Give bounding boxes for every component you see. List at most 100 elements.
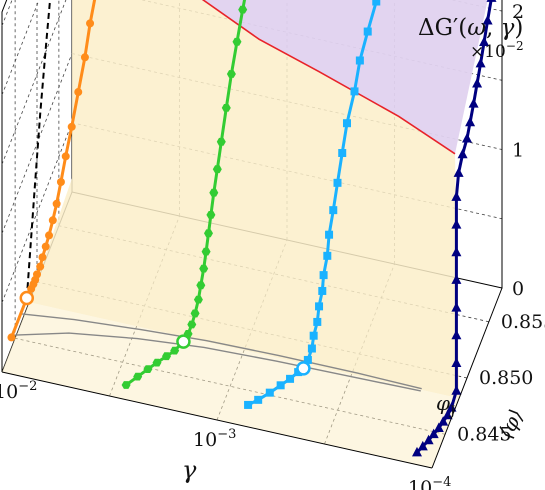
gamma-tick-label: 10−3: [193, 427, 236, 451]
data-series: [7, 0, 497, 457]
phi-axis-line: [431, 287, 503, 469]
series-3-point: [355, 56, 364, 65]
series-2-point: [232, 37, 242, 46]
series-1-point: [52, 199, 61, 208]
series-2-point: [143, 365, 153, 373]
series-2-point: [204, 229, 213, 238]
series-3-point: [372, 0, 381, 6]
z-tick-label: 2: [512, 1, 524, 23]
solid-region-surface: [203, 0, 488, 154]
series-2-point: [193, 295, 203, 304]
series-4-point: [482, 15, 493, 25]
series-3-point: [350, 87, 359, 96]
series-2-point: [209, 188, 219, 197]
series-3-point: [244, 400, 253, 409]
series-1-point: [48, 216, 57, 225]
series-2-point: [187, 320, 197, 329]
series-2-point: [226, 70, 236, 78]
series-2-point: [212, 165, 222, 174]
series-1-point: [33, 270, 41, 279]
series-4-point: [446, 402, 457, 412]
z-tick-label: 0: [512, 278, 524, 300]
series-1-point: [74, 88, 83, 97]
boundary-curves: [12, 0, 456, 392]
phi-tick-label: 0.850: [479, 367, 533, 389]
series-4-point: [442, 409, 453, 420]
series-2-point: [133, 372, 143, 381]
series-1-point: [56, 178, 65, 187]
series-4-point: [451, 246, 462, 257]
chart-title: ΔG′(ω, γ): [418, 15, 523, 41]
series-3-point: [309, 331, 318, 340]
series-3-point: [276, 381, 285, 390]
fluid-floor-surface: [2, 302, 460, 468]
series-4-point: [479, 36, 490, 46]
series-3-point: [313, 317, 322, 326]
wall-gridline: [1, 0, 40, 96]
wall-gridline: [1, 53, 73, 234]
wall-gridline: [1, 0, 67, 165]
gamma-tick-label: 10−4: [408, 475, 451, 490]
series-3-point: [342, 119, 351, 128]
series-3-point: [303, 355, 312, 364]
series-1-point: [45, 231, 54, 240]
floor-projection-arc: [20, 313, 422, 390]
series-4-point: [468, 98, 479, 108]
series-4-point: [451, 274, 462, 284]
series-3-point: [325, 230, 334, 239]
series-2-point: [121, 381, 131, 389]
z-multiplier: ×10−2: [470, 39, 524, 62]
phi-tick-label: 0.845: [457, 423, 511, 445]
series-4-point: [451, 385, 462, 395]
series-3-point: [319, 271, 328, 280]
series-1-point: [7, 333, 16, 342]
series-3-point: [307, 344, 316, 353]
series-3-point: [363, 27, 372, 36]
boundary-curve: [201, 0, 456, 155]
series-4-point: [451, 219, 462, 229]
series-4-point: [472, 78, 483, 88]
series-2-point: [201, 247, 211, 256]
series-2-point: [162, 352, 171, 361]
gamma-axis-label: γ: [182, 456, 197, 484]
series-1-point: [36, 262, 45, 271]
series-4-point: [451, 302, 462, 312]
transition-point: [176, 334, 191, 349]
series-1-point: [38, 253, 47, 262]
series-1-point: [67, 122, 76, 131]
series-4-point: [465, 116, 476, 127]
series-3-point: [338, 149, 347, 158]
series-1-point: [61, 152, 70, 161]
series-2-point: [216, 137, 226, 146]
phiJ-axis-label: φJ: [436, 391, 455, 419]
floor-projection-arc: [12, 332, 421, 392]
series-3-point: [329, 206, 338, 215]
gamma-axis-line: [1, 371, 433, 469]
series-4-point: [451, 357, 462, 367]
series-1-point: [86, 19, 95, 28]
series-4-point: [462, 133, 472, 143]
series-2-point: [152, 358, 162, 367]
series-2-point: [190, 309, 200, 318]
series-1-point: [41, 242, 50, 251]
series-4-point: [423, 434, 434, 445]
series-4-point: [438, 416, 449, 426]
region-surfaces: [2, 0, 488, 468]
series-3-point: [323, 251, 332, 260]
series-3-point: [286, 374, 295, 383]
series-4-point: [486, 0, 497, 2]
series-4-point: [475, 57, 486, 68]
series-4-point: [457, 148, 468, 159]
series-2-point: [196, 281, 206, 290]
series-4-point: [453, 167, 464, 177]
series-4-point: [433, 422, 444, 432]
transition-point: [19, 290, 35, 306]
series-4-point: [451, 191, 462, 201]
series-2-point: [238, 5, 248, 14]
wall-gridline: [1, 122, 73, 303]
series-3-point: [318, 286, 327, 295]
series-2-point: [199, 264, 209, 273]
series-2-point: [170, 346, 180, 355]
